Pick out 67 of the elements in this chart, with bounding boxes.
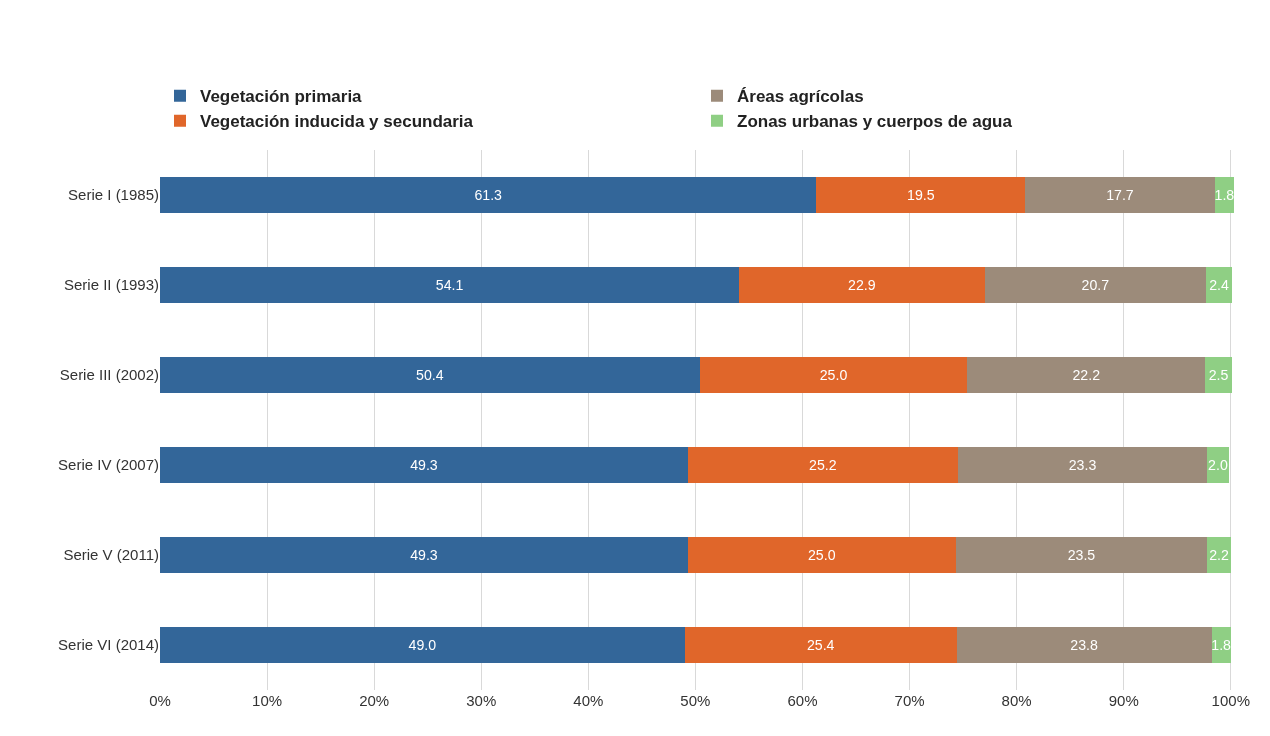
- bar: [1207, 537, 1231, 573]
- x-tick-label: 90%: [1108, 692, 1139, 709]
- bar: [160, 267, 740, 303]
- data-label: 22.9: [848, 277, 876, 294]
- data-label: 25.0: [807, 547, 836, 564]
- data-label: 23.3: [1068, 457, 1097, 474]
- bar: [1205, 357, 1232, 393]
- data-label: 2.5: [1208, 367, 1229, 384]
- legend-label: Vegetación inducida y secundaria: [200, 112, 474, 132]
- y-tick-label: Serie V (2011): [63, 546, 159, 564]
- data-label: 17.7: [1106, 187, 1134, 204]
- legend-label: Zonas urbanas y cuerpos de agua: [737, 112, 1013, 132]
- bar: [687, 447, 958, 483]
- x-tick-label: 50%: [680, 692, 711, 709]
- x-tick-label: 0%: [149, 692, 171, 709]
- legend-label: Áreas agrícolas: [737, 87, 864, 107]
- bar: [160, 177, 817, 213]
- y-tick-label: Serie VI (2014): [58, 636, 159, 654]
- data-label: 22.2: [1072, 367, 1101, 384]
- data-label: 2.4: [1209, 277, 1229, 294]
- bar: [1207, 447, 1229, 483]
- bar: [955, 537, 1208, 573]
- data-label: 2.2: [1209, 547, 1229, 564]
- bar: [1025, 177, 1215, 213]
- data-label: 2.0: [1208, 457, 1228, 474]
- x-tick-label: 60%: [787, 692, 818, 709]
- x-tick-label: 20%: [359, 692, 390, 709]
- data-label: 54.1: [435, 277, 464, 294]
- data-label: 25.0: [819, 367, 848, 384]
- data-label: 49.0: [408, 637, 437, 654]
- bar: [684, 627, 957, 663]
- bar: [816, 177, 1026, 213]
- x-tick-label: 40%: [573, 692, 604, 709]
- bar: [957, 447, 1208, 483]
- data-label: 50.4: [416, 367, 444, 384]
- bar: [160, 447, 688, 483]
- bar: [160, 627, 685, 663]
- data-label: 23.8: [1070, 637, 1098, 654]
- y-tick-label: Serie II (1993): [63, 276, 159, 294]
- data-label: 25.4: [806, 637, 835, 654]
- x-tick-label: 100%: [1211, 692, 1250, 709]
- y-tick-label: Serie IV (2007): [58, 456, 159, 474]
- x-tick-label: 80%: [1001, 692, 1032, 709]
- data-label: 61.3: [474, 187, 503, 204]
- bar: [160, 357, 700, 393]
- x-tick-label: 30%: [466, 692, 497, 709]
- bar: [699, 357, 968, 393]
- bar: [739, 267, 985, 303]
- data-label: 23.5: [1067, 547, 1096, 564]
- data-label: 25.2: [809, 457, 837, 474]
- y-tick-label: Serie III (2002): [59, 366, 159, 384]
- bar: [1206, 267, 1232, 303]
- bar: [984, 267, 1207, 303]
- bar: [687, 537, 956, 573]
- data-label: 49.3: [410, 547, 438, 564]
- data-label: 19.5: [907, 187, 935, 204]
- data-label: 49.3: [410, 457, 438, 474]
- data-label: 1.8: [1211, 637, 1232, 654]
- bar: [956, 627, 1212, 663]
- legend-label: Vegetación primaria: [200, 87, 363, 107]
- data-label: 20.7: [1081, 277, 1110, 294]
- bar: [967, 357, 1206, 393]
- bar: [160, 537, 688, 573]
- x-tick-label: 70%: [894, 692, 925, 709]
- y-tick-label: Serie I (1985): [68, 186, 159, 204]
- data-label: 1.8: [1214, 187, 1235, 204]
- x-tick-label: 10%: [252, 692, 283, 709]
